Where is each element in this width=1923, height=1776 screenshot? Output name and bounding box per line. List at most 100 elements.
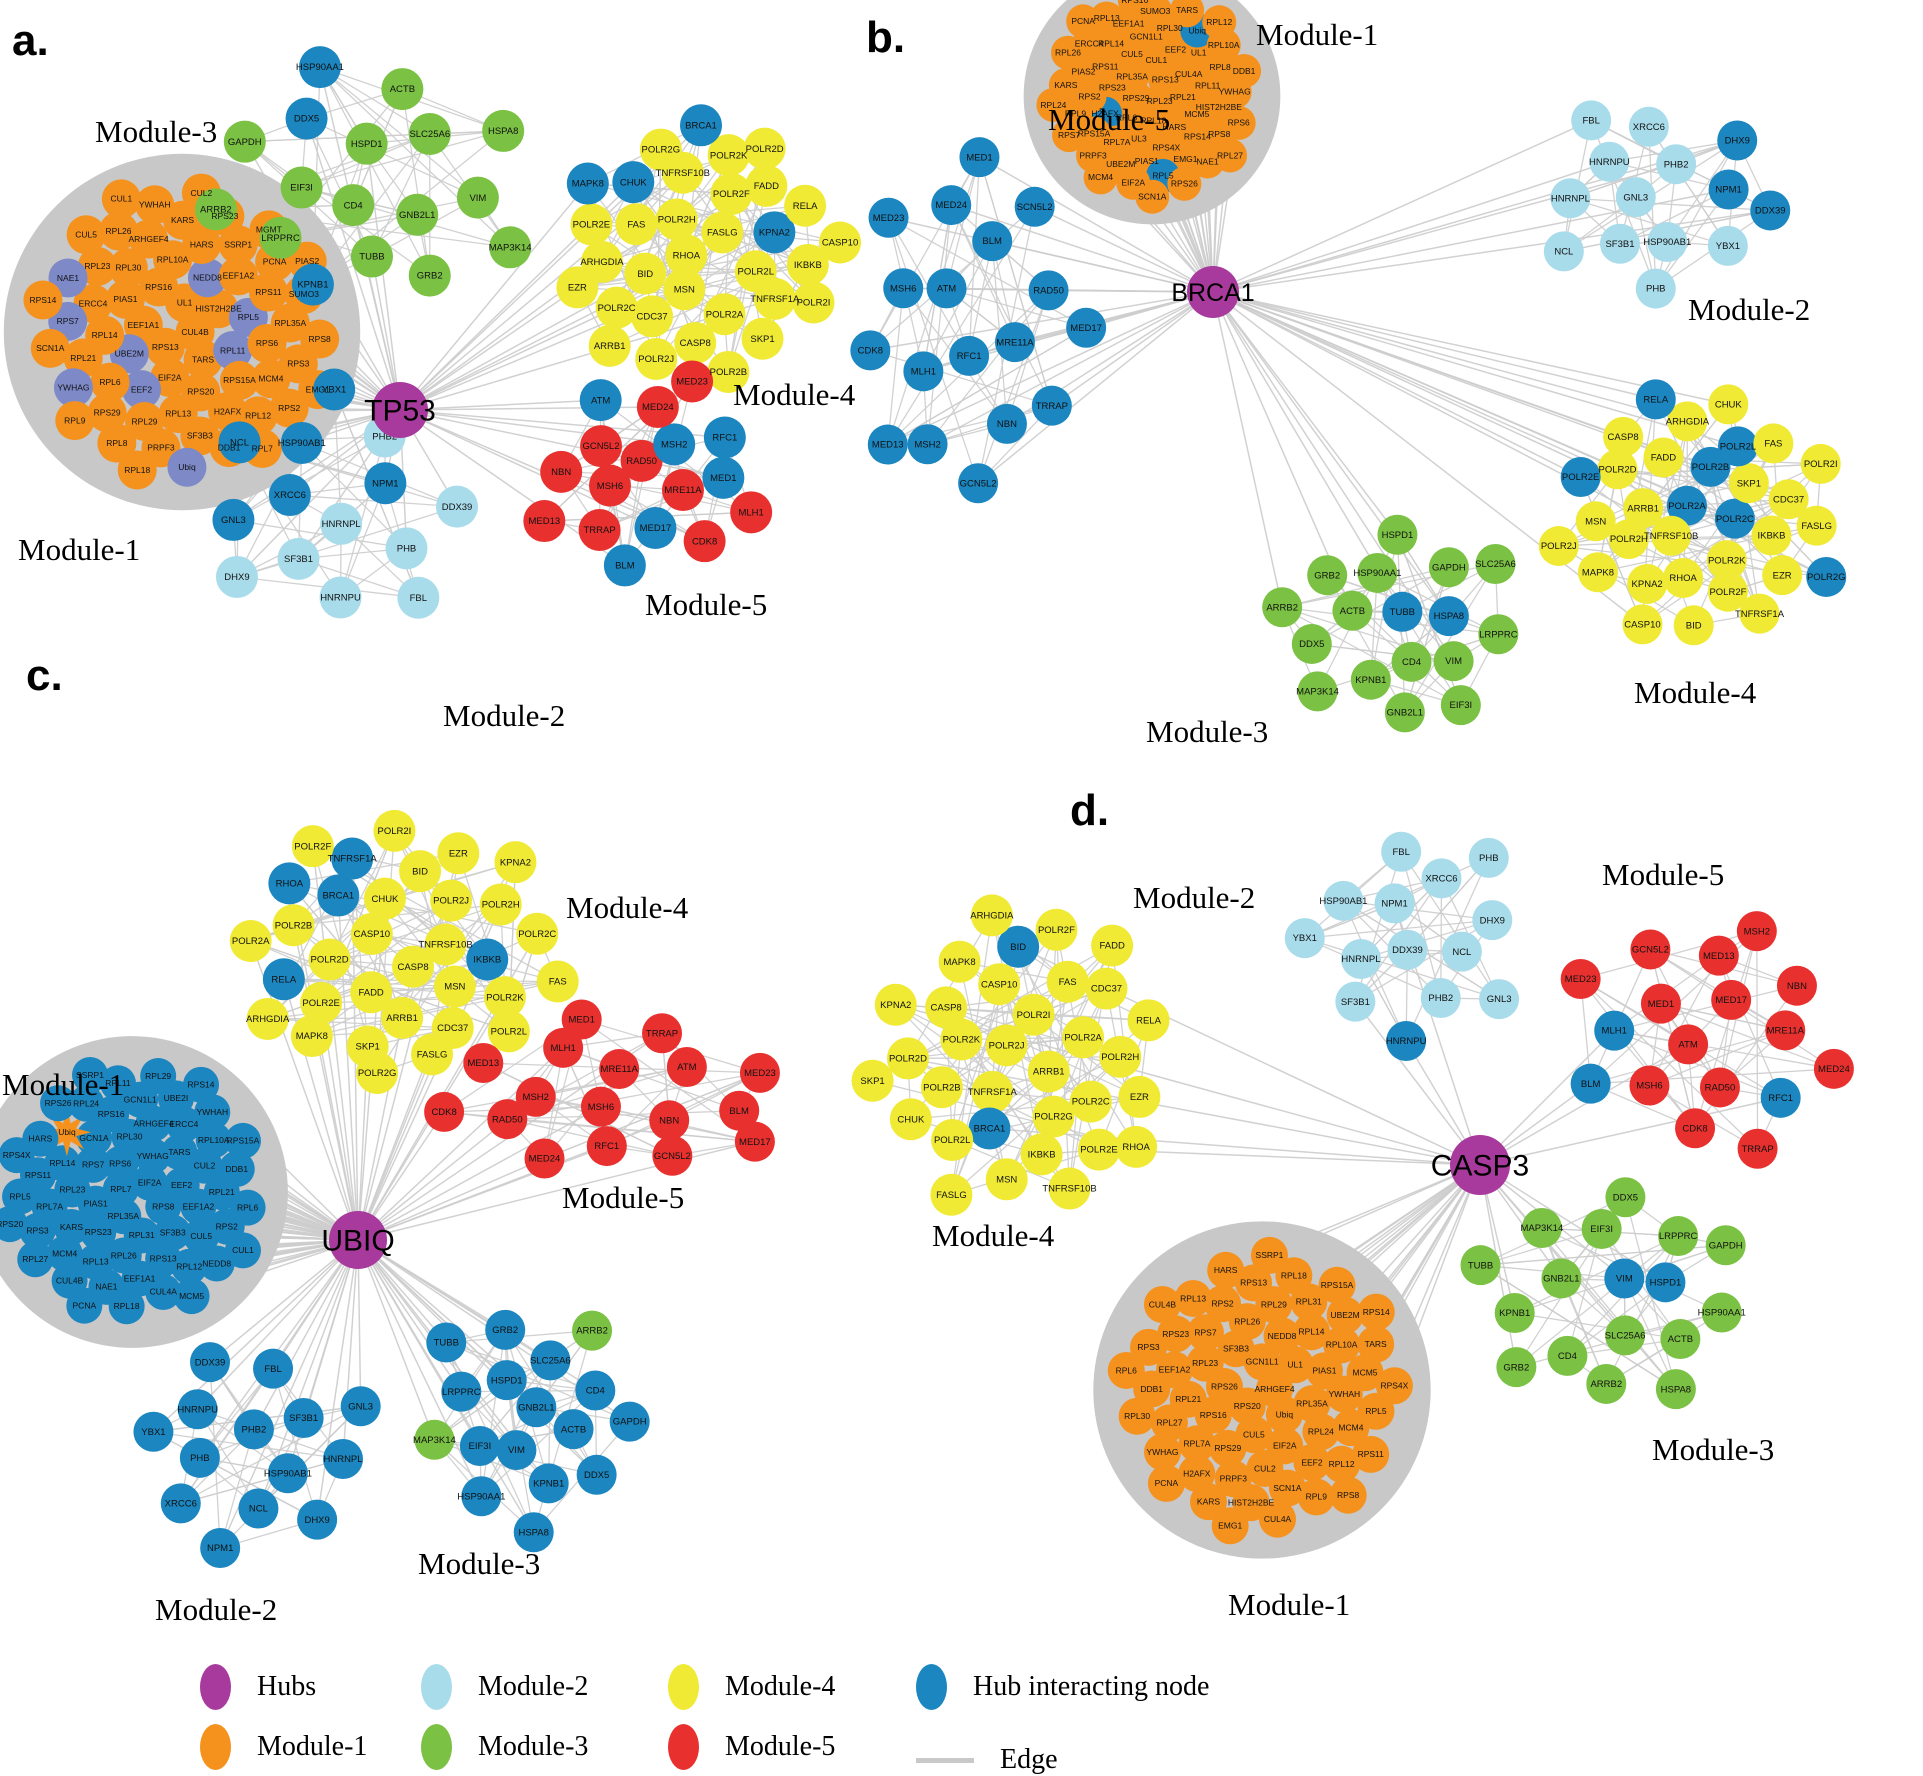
node-CHUK[interactable] [364, 878, 406, 920]
node-TRRAP[interactable] [579, 509, 621, 551]
node-KPNB1[interactable] [292, 264, 334, 306]
node-MCM4[interactable] [1084, 160, 1118, 194]
node-GNB2L1[interactable] [1385, 692, 1425, 732]
node-CDC37[interactable] [631, 295, 673, 337]
node-NBN[interactable] [649, 1100, 689, 1140]
node-GNB2L1[interactable] [1541, 1258, 1581, 1298]
node-CASP10[interactable] [978, 963, 1020, 1005]
node-MED17[interactable] [1711, 980, 1751, 1020]
node-BLM[interactable] [972, 221, 1012, 261]
node-PCNA[interactable] [1066, 4, 1100, 38]
node-RPL9[interactable] [55, 401, 94, 440]
node-RPS15A[interactable] [1319, 1267, 1356, 1304]
node-POLR2G[interactable] [640, 129, 682, 171]
node-DDX39[interactable] [1750, 190, 1790, 230]
node-YBX1[interactable] [1285, 918, 1325, 958]
node-RPL18[interactable] [109, 1288, 145, 1324]
node-RHOA[interactable] [1663, 558, 1703, 598]
node-RPS8[interactable] [1330, 1477, 1367, 1514]
node-POLR2L[interactable] [488, 1010, 530, 1052]
node-KPNA2[interactable] [1627, 564, 1667, 604]
node-POLR2J[interactable] [430, 880, 472, 922]
node-DDX5[interactable] [1605, 1177, 1645, 1217]
node-FBL[interactable] [1571, 100, 1611, 140]
node-SCN5L2[interactable] [1015, 187, 1055, 227]
node-CASP8[interactable] [1603, 417, 1643, 457]
node-BLM[interactable] [1571, 1064, 1611, 1104]
node-MED13[interactable] [463, 1043, 503, 1083]
node-POLR2B[interactable] [921, 1066, 963, 1108]
node-SCN1A[interactable] [31, 329, 70, 368]
node-RPS15A[interactable] [225, 1123, 261, 1159]
node-GAPDH[interactable] [224, 121, 266, 163]
node-TNFRSF1A[interactable] [754, 278, 796, 320]
node-ATM[interactable] [1668, 1024, 1708, 1064]
node-RELA[interactable] [1128, 999, 1170, 1041]
node-POLR2G[interactable] [356, 1052, 398, 1094]
node-GNL3[interactable] [1479, 979, 1519, 1019]
node-EIF3I[interactable] [1441, 685, 1481, 725]
node-CUL5[interactable] [67, 215, 106, 254]
node-NBN[interactable] [987, 404, 1027, 444]
node-YWHAG[interactable] [1144, 1434, 1181, 1471]
node-HSPD1[interactable] [346, 123, 388, 165]
node-POLR2F[interactable] [292, 825, 334, 867]
node-YBX1[interactable] [133, 1412, 173, 1452]
node-RELA[interactable] [1636, 379, 1676, 419]
node-GRB2[interactable] [485, 1310, 525, 1350]
node-VIM[interactable] [1604, 1258, 1644, 1298]
node-GAPDH[interactable] [1429, 547, 1469, 587]
node-POLR2E[interactable] [570, 204, 612, 246]
node-PCNA[interactable] [66, 1288, 102, 1324]
node-POLR2G[interactable] [1806, 557, 1846, 597]
node-VIM[interactable] [1434, 641, 1474, 681]
node-POLR2D[interactable] [309, 939, 351, 981]
node-CHUK[interactable] [890, 1098, 932, 1140]
node-DHX9[interactable] [216, 556, 258, 598]
node-MSH6[interactable] [1629, 1066, 1669, 1106]
node-ACTB[interactable] [1660, 1319, 1700, 1359]
node-HNRNPL[interactable] [320, 503, 362, 545]
node-POLR2I[interactable] [1801, 444, 1841, 484]
node-HSP90AB1[interactable] [281, 422, 323, 464]
node-MED24[interactable] [931, 185, 971, 225]
node-ARRB1[interactable] [381, 997, 423, 1039]
node-TNFRSF1A[interactable] [971, 1071, 1013, 1113]
node-MRE11A[interactable] [599, 1049, 639, 1089]
node-RFC1[interactable] [949, 336, 989, 376]
node-HSP90AA1[interactable] [461, 1476, 501, 1516]
node-RPL27[interactable] [17, 1241, 53, 1277]
node-EZR[interactable] [1762, 555, 1802, 595]
node-POLR2G[interactable] [1033, 1096, 1075, 1138]
node-MED23[interactable] [740, 1053, 780, 1093]
node-BRCA1[interactable] [317, 875, 359, 917]
node-HSP90AB1[interactable] [1323, 881, 1363, 921]
node-BLM[interactable] [604, 544, 646, 586]
node-LRPPRC[interactable] [1478, 614, 1518, 654]
node-NCL[interactable] [1442, 932, 1482, 972]
node-SCN1A[interactable] [1135, 180, 1169, 214]
node-GNB2L1[interactable] [516, 1387, 556, 1427]
node-MED17[interactable] [634, 507, 676, 549]
node-POLR2J[interactable] [1539, 526, 1579, 566]
node-SLC25A6[interactable] [1605, 1315, 1645, 1355]
node-RPS14[interactable] [183, 1067, 219, 1103]
node-DDX39[interactable] [190, 1342, 230, 1382]
node-ACTB[interactable] [381, 68, 423, 110]
node-GAPDH[interactable] [1706, 1225, 1746, 1265]
node-ARRB1[interactable] [1028, 1050, 1070, 1092]
node-PHB2[interactable] [234, 1409, 274, 1449]
node-HSPD1[interactable] [487, 1360, 527, 1400]
node-DDX5[interactable] [1292, 624, 1332, 664]
node-RHOA[interactable] [1115, 1126, 1157, 1168]
node-TNFRSF10B[interactable] [425, 924, 467, 966]
node-CDK8[interactable] [684, 520, 726, 562]
node-HSPD1[interactable] [1377, 515, 1417, 555]
node-RPL12[interactable] [1202, 5, 1236, 39]
node-PHB[interactable] [1469, 838, 1509, 878]
node-LRPPRC[interactable] [1658, 1216, 1698, 1256]
node-EIF3I[interactable] [281, 167, 323, 209]
node-MAP3K14[interactable] [1522, 1208, 1562, 1248]
node-BRCA1[interactable] [680, 104, 722, 146]
node-TUBB[interactable] [351, 236, 393, 278]
